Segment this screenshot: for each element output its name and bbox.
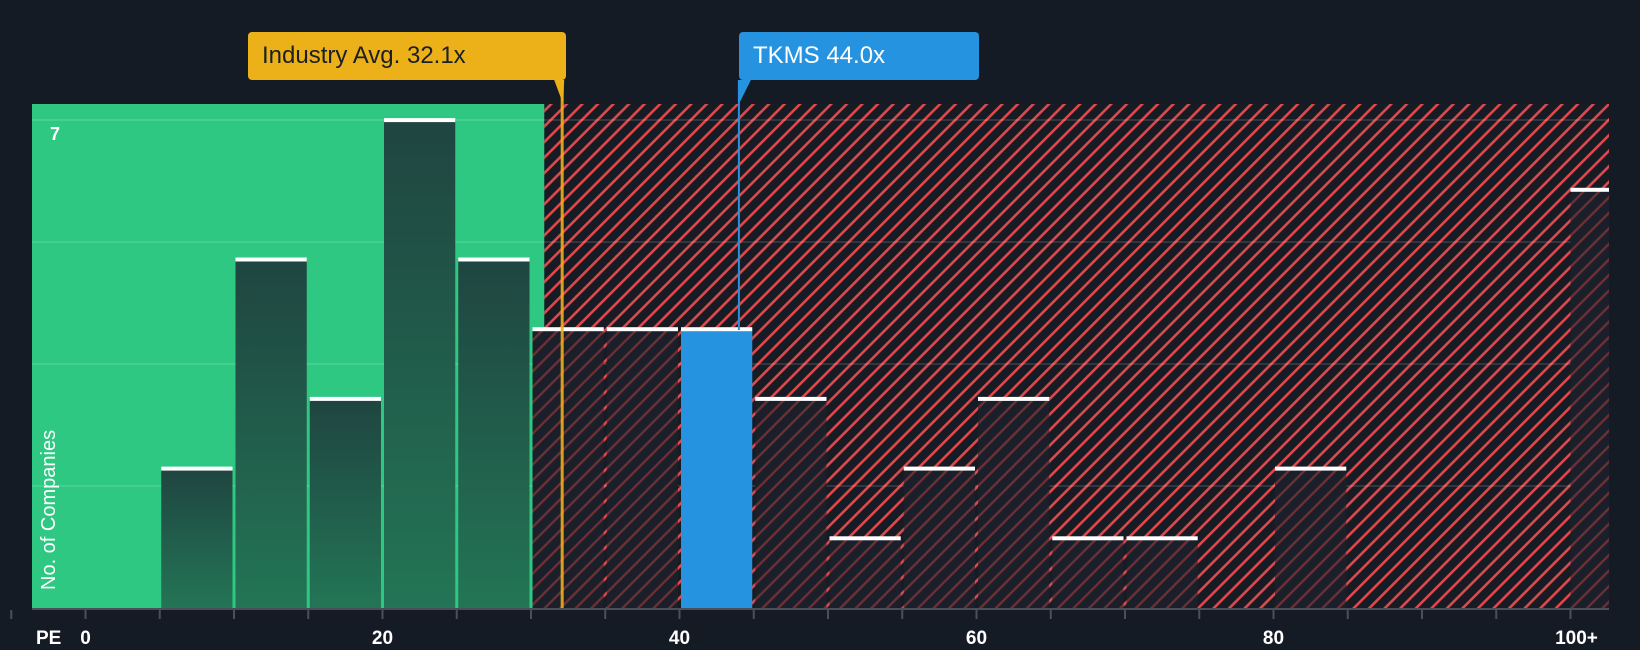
x-tick-label: 20 [371,628,394,649]
bar-top-marker [681,327,753,332]
bar-top-marker [606,327,678,332]
y-axis-title: No. of Companies [38,429,60,590]
histogram-bar [1275,468,1347,608]
bar-top-marker [829,536,901,541]
x-tick-label: 40 [668,628,691,649]
bar-top-marker [903,466,975,471]
x-tick-label: 80 [1262,628,1285,649]
bar-top-marker [978,396,1050,401]
histogram-bar [978,398,1050,608]
company-label-pointer [738,80,751,104]
bar-top-marker [235,257,307,262]
histogram-bar [235,259,307,608]
histogram-bar [161,468,233,608]
bar-top-marker [755,396,827,401]
histogram-bar [606,329,678,608]
histogram-bar [1570,189,1609,609]
bar-top-marker [309,396,381,401]
industry-average-label: Industry Avg. 32.1x [248,32,566,80]
histogram-bar [829,538,901,608]
histogram-bar [309,398,381,608]
histogram-bar [532,329,604,608]
bar-top-marker [1052,536,1124,541]
bar-top-marker [1275,466,1347,471]
histogram-bar [1126,538,1198,608]
x-tick-label: 60 [965,628,988,649]
histogram-bar [755,398,827,608]
y-axis-max-label: 7 [50,124,61,144]
bar-top-marker [161,466,233,471]
histogram-bar [681,329,753,608]
bar-top-marker [1570,187,1609,192]
histogram-bar [458,259,530,608]
x-tick-label: 0 [80,628,91,649]
bar-top-marker [532,327,604,332]
bar-top-marker [1126,536,1198,541]
x-tick-label: 100+ [1555,628,1598,649]
histogram-bar [384,120,456,608]
company-pe-label: TKMS 44.0x [739,32,979,80]
histogram-bar [1052,538,1124,608]
histogram-bar [903,468,975,608]
x-axis-title: PE [36,628,62,649]
industry-label-pointer [554,80,565,104]
bar-top-marker [384,118,456,123]
bar-top-marker [458,257,530,262]
